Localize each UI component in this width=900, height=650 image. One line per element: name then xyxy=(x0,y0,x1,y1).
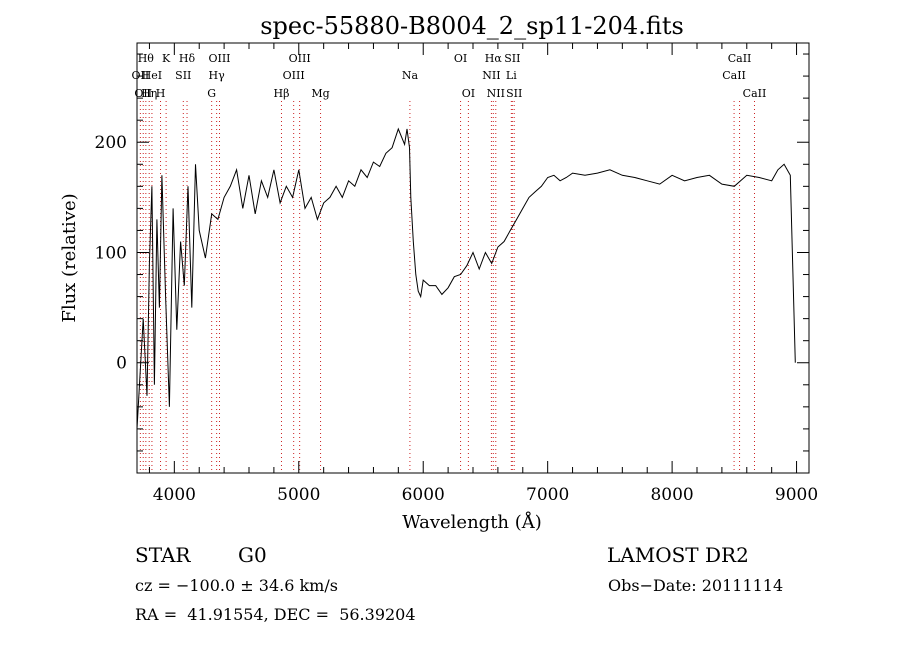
line-markers: OII OII Hθ Hη HeI H K SII Hδ G Hγ OIII Hβ OIII OIII Mg N… xyxy=(132,52,767,473)
line-marker-label: CaII xyxy=(743,87,767,100)
line-marker-label: Mg xyxy=(311,87,329,100)
object-class: STAR xyxy=(135,543,191,567)
line-marker-label: G xyxy=(207,87,216,100)
line-marker-label: CaII xyxy=(728,52,752,65)
chart-title: spec-55880-B8004_2_sp11-204.fits xyxy=(260,12,684,40)
line-marker-label: K xyxy=(162,52,171,65)
line-marker-label: SII xyxy=(506,87,522,100)
x-tick-label: 4000 xyxy=(153,485,196,505)
redshift-text: cz = −100.0 ± 34.6 km/s xyxy=(135,576,338,595)
x-tick-label: 9000 xyxy=(775,485,818,505)
x-axis-label: Wavelength (Å) xyxy=(402,511,542,533)
line-marker-label: Na xyxy=(402,69,419,82)
line-marker-label: Hβ xyxy=(274,87,290,100)
line-marker-label: Hα xyxy=(485,52,503,65)
spectrum-line xyxy=(136,127,796,429)
line-marker-label: NII xyxy=(482,69,500,82)
line-marker-label: CaII xyxy=(722,69,746,82)
line-marker-label: Hθ xyxy=(138,52,155,65)
line-marker-label: OII xyxy=(134,87,152,100)
x-axis: 4000 5000 6000 7000 8000 9000 xyxy=(148,43,818,505)
line-marker-label: Hγ xyxy=(209,69,226,82)
coordinates: RA = 41.91554, DEC = 56.39204 xyxy=(135,605,416,624)
y-tick-label: 200 xyxy=(95,133,127,153)
x-tick-label: 6000 xyxy=(402,485,445,505)
y-axis: 0 100 200 xyxy=(95,53,809,452)
line-marker-label: NII xyxy=(487,87,505,100)
line-marker-label: OIII xyxy=(283,69,305,82)
line-marker-label: H xyxy=(156,87,166,100)
line-marker-label: OIII xyxy=(289,52,311,65)
obs-date: Obs−Date: 20111114 xyxy=(608,576,784,595)
x-tick-label: 8000 xyxy=(650,485,693,505)
survey-name: LAMOST DR2 xyxy=(607,543,749,567)
line-marker-label: OI xyxy=(462,87,475,100)
line-marker-label: OIII xyxy=(208,52,230,65)
line-marker-label: SII xyxy=(504,52,520,65)
x-tick-label: 5000 xyxy=(277,485,320,505)
line-marker-label: OI xyxy=(454,52,467,65)
y-tick-label: 100 xyxy=(95,243,127,263)
line-marker-label: Hη xyxy=(141,87,157,100)
line-marker-label: SII xyxy=(175,69,191,82)
line-marker-label: OII xyxy=(132,69,150,82)
line-marker-label: Li xyxy=(506,69,517,82)
x-tick-label: 7000 xyxy=(526,485,569,505)
line-marker-label: HeI xyxy=(142,69,162,82)
y-axis-label: Flux (relative) xyxy=(59,193,80,322)
subclass: G0 xyxy=(238,543,267,567)
plot-frame xyxy=(136,42,810,474)
y-tick-label: 0 xyxy=(116,354,127,374)
line-marker-label: Hδ xyxy=(179,52,196,65)
